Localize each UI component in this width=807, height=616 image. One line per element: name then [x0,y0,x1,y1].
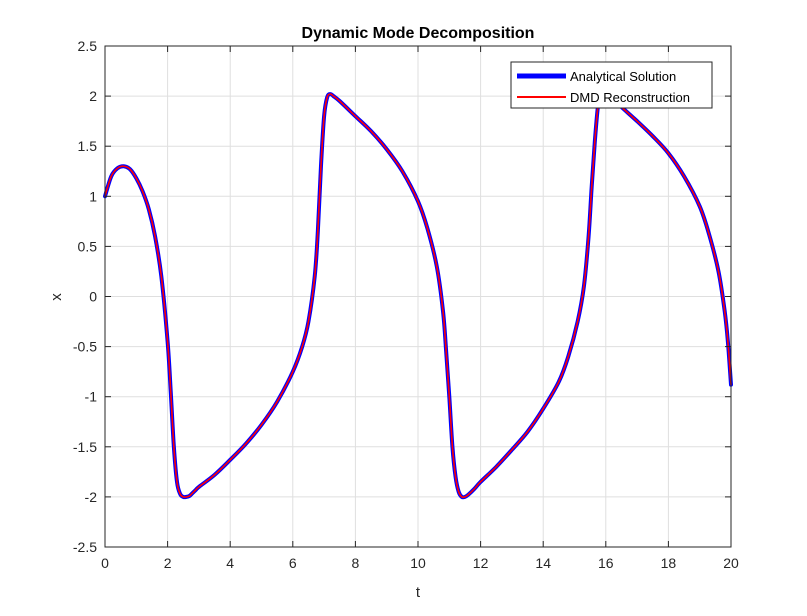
legend-label-analytical: Analytical Solution [570,69,676,84]
y-tick-label: 0.5 [78,238,98,254]
x-tick-label: 20 [723,555,739,571]
x-tick-label: 10 [410,555,426,571]
x-tick-label: 18 [661,555,677,571]
x-tick-label: 12 [473,555,489,571]
y-tick-label: 2 [89,88,97,104]
x-tick-label: 6 [289,555,297,571]
y-tick-label: 0 [89,289,97,305]
y-tick-label: 1.5 [78,138,98,154]
ticks [104,45,732,548]
x-axis-label: t [416,584,421,601]
x-tick-label: 14 [535,555,551,571]
legend-box [510,61,713,109]
y-tick-label: -1.5 [73,439,97,455]
legend-label-dmd: DMD Reconstruction [570,90,690,105]
x-tick-label: 16 [598,555,614,571]
x-tick-label: 8 [352,555,360,571]
y-tick-label: 1 [89,188,97,204]
x-tick-label: 4 [226,555,234,571]
x-tick-label: 0 [101,555,109,571]
x-tick-label: 2 [164,555,172,571]
y-tick-label: -0.5 [73,339,97,355]
y-tick-label: -1 [85,389,98,405]
y-tick-label: -2.5 [73,539,97,555]
chart-title: Dynamic Mode Decomposition [302,25,535,42]
y-axis-label: x [48,293,65,301]
legend: Analytical Solution DMD Reconstruction [510,61,713,109]
y-tick-label: 2.5 [78,38,98,54]
y-tick-label: -2 [85,489,98,505]
tick-labels: 0 2 4 6 8 10 12 14 16 18 20 -2.5 -2 -1.5 -1 -0.5 0 0.5 1 1.… [73,38,739,571]
